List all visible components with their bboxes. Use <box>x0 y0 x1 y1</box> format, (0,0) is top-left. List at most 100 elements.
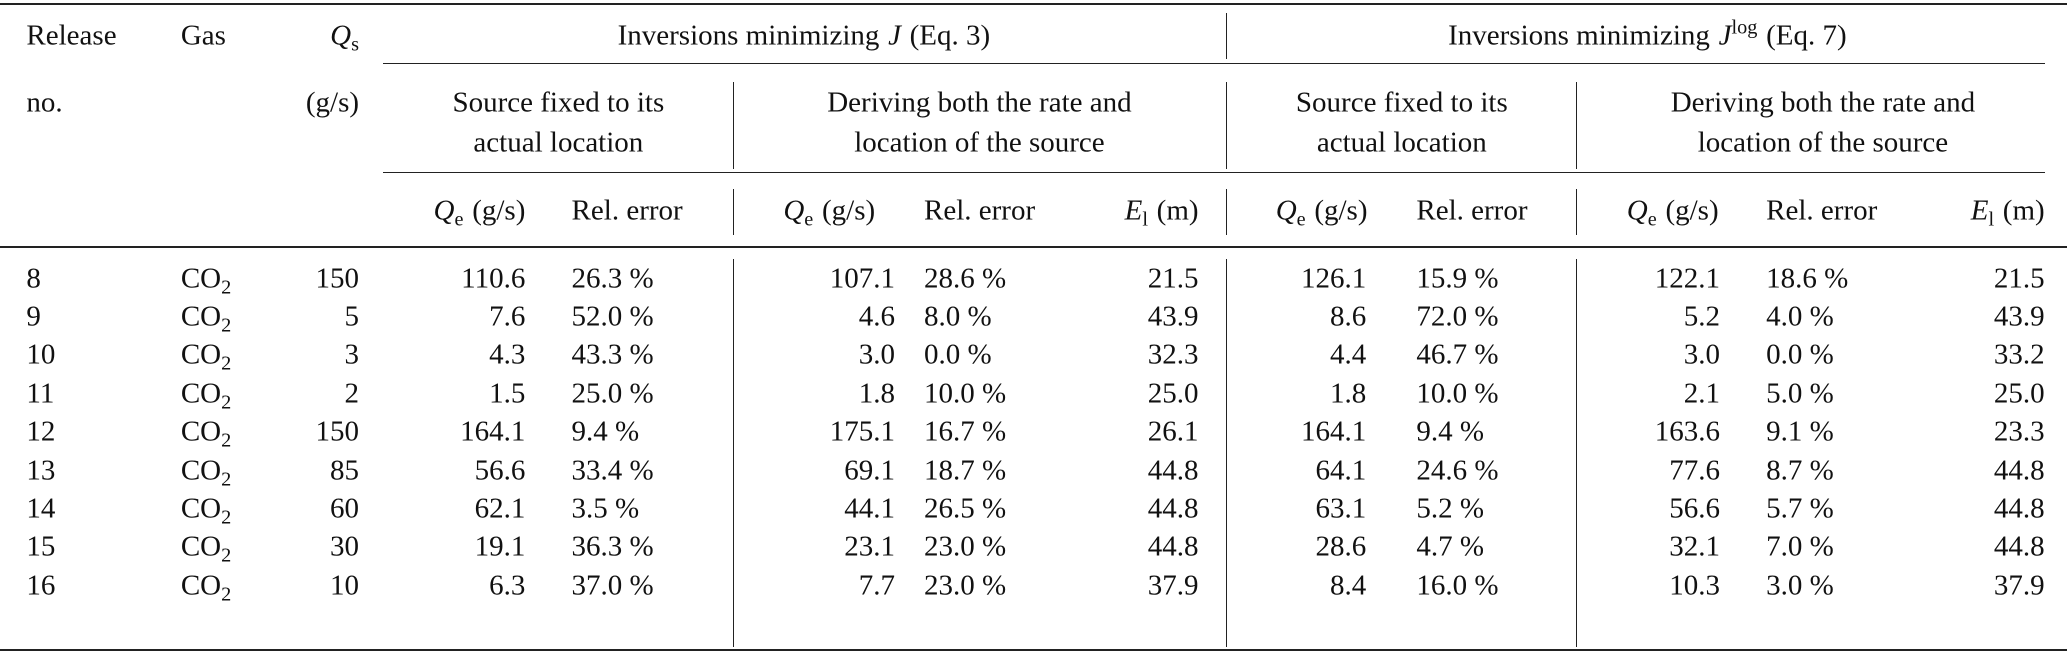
value-cell: 44.8 <box>1148 532 1199 562</box>
value-cell: 44.8 <box>1148 494 1199 523</box>
value-cell: 25.0 <box>1994 379 2045 408</box>
value-cell-text: 7.0 % <box>1766 530 1834 563</box>
value-cell: 69.1 <box>844 456 895 485</box>
value-cell-text: 7.6 <box>489 300 526 333</box>
value-cell-text: 23.3 <box>1993 415 2045 448</box>
header-release-no-text: no. <box>26 86 63 119</box>
rule <box>382 171 2045 173</box>
value-cell-text: 164.1 <box>460 415 526 448</box>
value-cell: 60 <box>330 494 359 523</box>
unit: (g/s) <box>1665 194 1719 227</box>
value-cell-text: 10.0 % <box>924 377 1007 410</box>
header-text: Rel. error <box>571 194 683 227</box>
release-cell: 11 <box>26 379 54 408</box>
value-cell-text: 43.3 % <box>571 338 654 371</box>
release-cell-text: 15 <box>26 530 56 563</box>
value-cell: 8.6 <box>1330 302 1366 331</box>
value-cell: 4.7 % <box>1416 530 1485 563</box>
value-cell-text: 44.1 <box>844 492 895 525</box>
release-cell: 10 <box>26 340 55 370</box>
value-cell: 0.0 % <box>924 338 992 371</box>
column-divider <box>1226 258 1228 647</box>
value-cell-text: 36.3 % <box>571 530 654 563</box>
value-cell-text: 69.1 <box>844 454 895 487</box>
column-divider <box>732 188 734 235</box>
value-cell-text: 9.4 % <box>1416 415 1485 448</box>
value-cell: 36.3 % <box>571 530 654 563</box>
value-cell-text: 56.6 <box>1669 492 1720 525</box>
gas-cell: CO2 <box>181 532 231 566</box>
value-cell: 8.4 <box>1330 571 1366 600</box>
subgroup-header-text: Source fixed to its <box>452 86 665 119</box>
value-cell-text: 2.1 <box>1683 377 1720 410</box>
value-cell-text: 18.6 % <box>1766 262 1849 295</box>
symbol: J <box>888 19 901 52</box>
value-cell-text: 32.1 <box>1669 530 1720 563</box>
value-cell: 28.6 <box>1315 530 1367 563</box>
value-cell: 21.5 <box>1994 264 2045 293</box>
value-cell: 25.0 % <box>572 379 654 408</box>
subscript: e <box>804 208 814 231</box>
value-cell: 25.0 <box>1148 379 1199 408</box>
unit: (m) <box>2002 194 2045 227</box>
release-cell-text: 12 <box>26 415 56 448</box>
value-cell: 52.0 % <box>572 302 654 331</box>
value-cell: 23.1 <box>844 530 895 563</box>
value-cell: 23.3 <box>1993 415 2045 448</box>
value-cell-text: 28.6 <box>1315 530 1367 563</box>
value-cell: 110.6 <box>461 264 525 293</box>
value-cell: 46.7 % <box>1416 338 1499 371</box>
value-cell-text: 44.8 <box>1147 492 1199 525</box>
column-header: El (m) <box>1971 194 2045 230</box>
value-cell: 8.7 % <box>1766 456 1834 485</box>
value-cell: 44.8 <box>1994 532 2045 562</box>
subscript: e <box>1647 208 1657 231</box>
subgroup-header-text: location of the source <box>1697 126 1949 159</box>
value-cell: 3.5 % <box>572 494 640 523</box>
unit: (g/s) <box>1314 194 1368 227</box>
value-cell: 30 <box>330 532 359 562</box>
gas-base: CO <box>180 415 222 448</box>
value-cell: 26.3 % <box>572 264 654 293</box>
column-header: Qe (g/s) <box>783 196 875 230</box>
value-cell-text: 62.1 <box>474 492 526 525</box>
value-cell-text: 21.5 <box>1993 262 2045 295</box>
value-cell: 3.0 <box>1684 340 1720 370</box>
value-cell: 7.7 <box>859 571 895 600</box>
value-cell: 3.0 % <box>1766 571 1834 600</box>
gas-base: CO <box>180 300 222 333</box>
value-cell: 4.4 <box>1330 340 1366 370</box>
rule <box>0 2 2067 5</box>
value-cell: 122.1 <box>1655 264 1720 293</box>
subgroup-header-text: Source fixed to its <box>1295 86 1508 119</box>
value-cell-text: 4.7 % <box>1416 530 1485 563</box>
subscript: 2 <box>221 429 232 452</box>
superscript: log <box>1731 15 1758 38</box>
value-cell-text: 44.8 <box>1993 454 2045 487</box>
value-cell: 5.2 % <box>1416 494 1484 523</box>
subgroup-header: actual location <box>473 128 643 157</box>
value-cell: 72.0 % <box>1416 302 1498 331</box>
value-cell: 16.7 % <box>924 417 1006 447</box>
value-cell: 24.6 % <box>1416 456 1498 485</box>
value-cell-text: 3.0 % <box>1766 569 1834 602</box>
value-cell-text: 0.0 % <box>924 338 992 371</box>
symbol: Q <box>330 19 352 52</box>
value-cell: 56.6 <box>1669 494 1720 523</box>
value-cell: 10 <box>330 571 359 600</box>
value-cell: 26.5 % <box>924 494 1006 523</box>
value-cell-text: 23.1 <box>844 530 895 563</box>
header-text: Rel. error <box>924 194 1036 227</box>
value-cell: 5.7 % <box>1766 494 1834 523</box>
header-text: Rel. error <box>1766 194 1878 227</box>
value-cell-text: 60 <box>330 492 360 525</box>
value-cell-text: 46.7 % <box>1416 338 1499 371</box>
group-eq: (Eq. 7) <box>1766 19 1847 52</box>
value-cell-text: 19.1 <box>474 530 526 563</box>
value-cell-text: 15.9 % <box>1416 262 1499 295</box>
value-cell: 5.0 % <box>1766 379 1834 408</box>
value-cell-text: 8.6 <box>1329 300 1367 333</box>
value-cell-text: 6.3 <box>489 569 526 602</box>
gas-base: CO <box>180 377 222 410</box>
value-cell-text: 25.0 <box>1147 377 1199 410</box>
